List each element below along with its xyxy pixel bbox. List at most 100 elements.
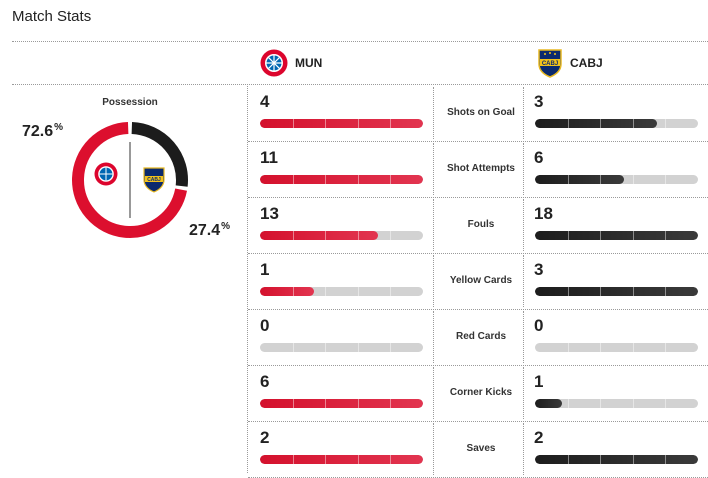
home-possession-value: 72.6% [22,122,63,141]
home-stat-bar [260,455,423,464]
away-stat-bar-fill [535,399,667,408]
donut-bayern-crest-icon [94,162,118,186]
bar-segment-tick [600,231,602,240]
label-column-divider [433,87,434,139]
home-stat-bar [260,399,423,408]
home-stat-bar [260,175,423,184]
home-stat-value: 0 [260,316,270,335]
boca-crest-icon: CABJ [538,49,562,78]
bar-segment-tick [325,343,327,352]
bar-segment-tick [390,231,392,240]
row-divider [248,253,708,254]
bar-segment-tick [665,231,667,240]
divider-header [12,84,708,85]
home-stat-bar-fill [260,119,423,128]
away-possession-arc [131,122,188,187]
possession-donut-chart: CABJ [72,122,188,238]
away-possession-unit: % [221,221,231,232]
page-title: Match Stats [12,8,92,25]
bar-segment-tick [357,175,359,184]
away-stat-bar [535,231,698,240]
label-column-divider [433,255,434,307]
bar-segment-tick [357,399,359,408]
away-possession-number: 27.4 [189,222,221,239]
stat-label: Yellow Cards [449,275,513,286]
stat-row: 13 Fouls 18 [248,198,708,254]
home-stat-bar [260,231,423,240]
divider-left-column [247,84,248,473]
bar-segment-tick [665,455,667,464]
stat-row: 11 Shot Attempts 6 [248,142,708,198]
bar-segment-tick [390,343,392,352]
away-stat-value: 18 [534,204,553,223]
stat-label: Shot Attempts [447,163,515,174]
label-column-divider [433,367,434,419]
home-team-header[interactable]: MUN [260,48,322,78]
away-team-abbr: CABJ [570,56,603,70]
bar-segment-tick [632,287,634,296]
label-column-divider [523,367,524,419]
row-divider [248,365,708,366]
away-possession-value: 27.4% [189,221,230,240]
bar-segment-tick [600,175,602,184]
bar-segment-tick [357,119,359,128]
bar-segment-tick [665,175,667,184]
label-column-divider [433,143,434,195]
label-column-divider [523,423,524,475]
bar-segment-tick [357,455,359,464]
away-stat-bar-fill [535,231,698,240]
bar-segment-tick [665,343,667,352]
donut-boca-crest-icon: CABJ [143,167,165,193]
stat-row: 1 Yellow Cards 3 [248,254,708,310]
home-team-abbr: MUN [295,56,323,70]
away-team-header[interactable]: CABJ CABJ [537,48,603,78]
bar-segment-tick [600,287,602,296]
label-column-divider [433,423,434,475]
away-stat-bar [535,119,698,128]
bar-segment-tick [600,119,602,128]
divider-top [12,41,708,42]
away-stat-bar [535,175,698,184]
bayern-crest-icon [260,49,288,77]
home-stat-bar [260,343,423,352]
away-stat-bar-fill [535,287,698,296]
row-divider [248,309,708,310]
home-possession-number: 72.6 [22,123,54,140]
bar-segment-tick [567,455,569,464]
bar-segment-tick [357,343,359,352]
bar-segment-tick [292,119,294,128]
away-stat-bar [535,343,698,352]
bar-segment-tick [567,231,569,240]
bar-segment-tick [292,343,294,352]
label-column-divider [523,87,524,139]
bar-segment-tick [325,175,327,184]
bar-segment-tick [390,455,392,464]
away-stat-bar [535,399,698,408]
away-stat-bar-fill [535,119,667,128]
bar-segment-tick [292,399,294,408]
away-stat-bar [535,287,698,296]
bar-segment-tick [567,119,569,128]
home-stat-bar-fill [260,455,423,464]
home-stat-value: 13 [260,204,279,223]
bar-segment-tick [600,455,602,464]
svg-text:CABJ: CABJ [542,61,558,67]
label-column-divider [523,199,524,251]
bar-segment-tick [567,399,569,408]
label-column-divider [523,143,524,195]
bar-segment-tick [292,175,294,184]
bar-segment-tick [567,175,569,184]
away-stat-value: 1 [534,372,544,391]
svg-text:CABJ: CABJ [147,177,161,183]
away-stat-value: 0 [534,316,544,335]
home-possession-unit: % [54,122,64,133]
row-divider [248,421,708,422]
bar-segment-tick [390,119,392,128]
home-stat-bar [260,119,423,128]
away-stat-value: 3 [534,260,544,279]
home-possession-arc [72,122,187,238]
bar-segment-tick [665,119,667,128]
home-stat-value: 11 [260,148,278,167]
home-stat-value: 4 [260,92,270,111]
home-stat-value: 2 [260,428,270,447]
